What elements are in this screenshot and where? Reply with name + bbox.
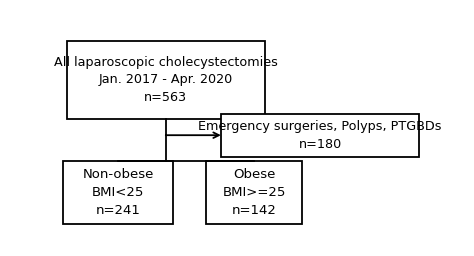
Text: n=563: n=563 xyxy=(144,91,187,104)
FancyBboxPatch shape xyxy=(66,40,265,119)
Text: n=241: n=241 xyxy=(96,204,140,217)
Text: Emergency surgeries, Polyps, PTGBDs: Emergency surgeries, Polyps, PTGBDs xyxy=(198,120,442,133)
Text: Obese: Obese xyxy=(233,168,275,181)
Text: Jan. 2017 - Apr. 2020: Jan. 2017 - Apr. 2020 xyxy=(99,73,233,87)
Text: Non-obese: Non-obese xyxy=(82,168,154,181)
Text: BMI>=25: BMI>=25 xyxy=(222,186,286,199)
FancyBboxPatch shape xyxy=(206,161,301,224)
FancyBboxPatch shape xyxy=(63,161,173,224)
FancyBboxPatch shape xyxy=(221,113,419,157)
Text: n=142: n=142 xyxy=(231,204,276,217)
Text: BMI<25: BMI<25 xyxy=(92,186,144,199)
Text: n=180: n=180 xyxy=(299,137,342,151)
Text: All laparoscopic cholecystectomies: All laparoscopic cholecystectomies xyxy=(54,56,278,69)
